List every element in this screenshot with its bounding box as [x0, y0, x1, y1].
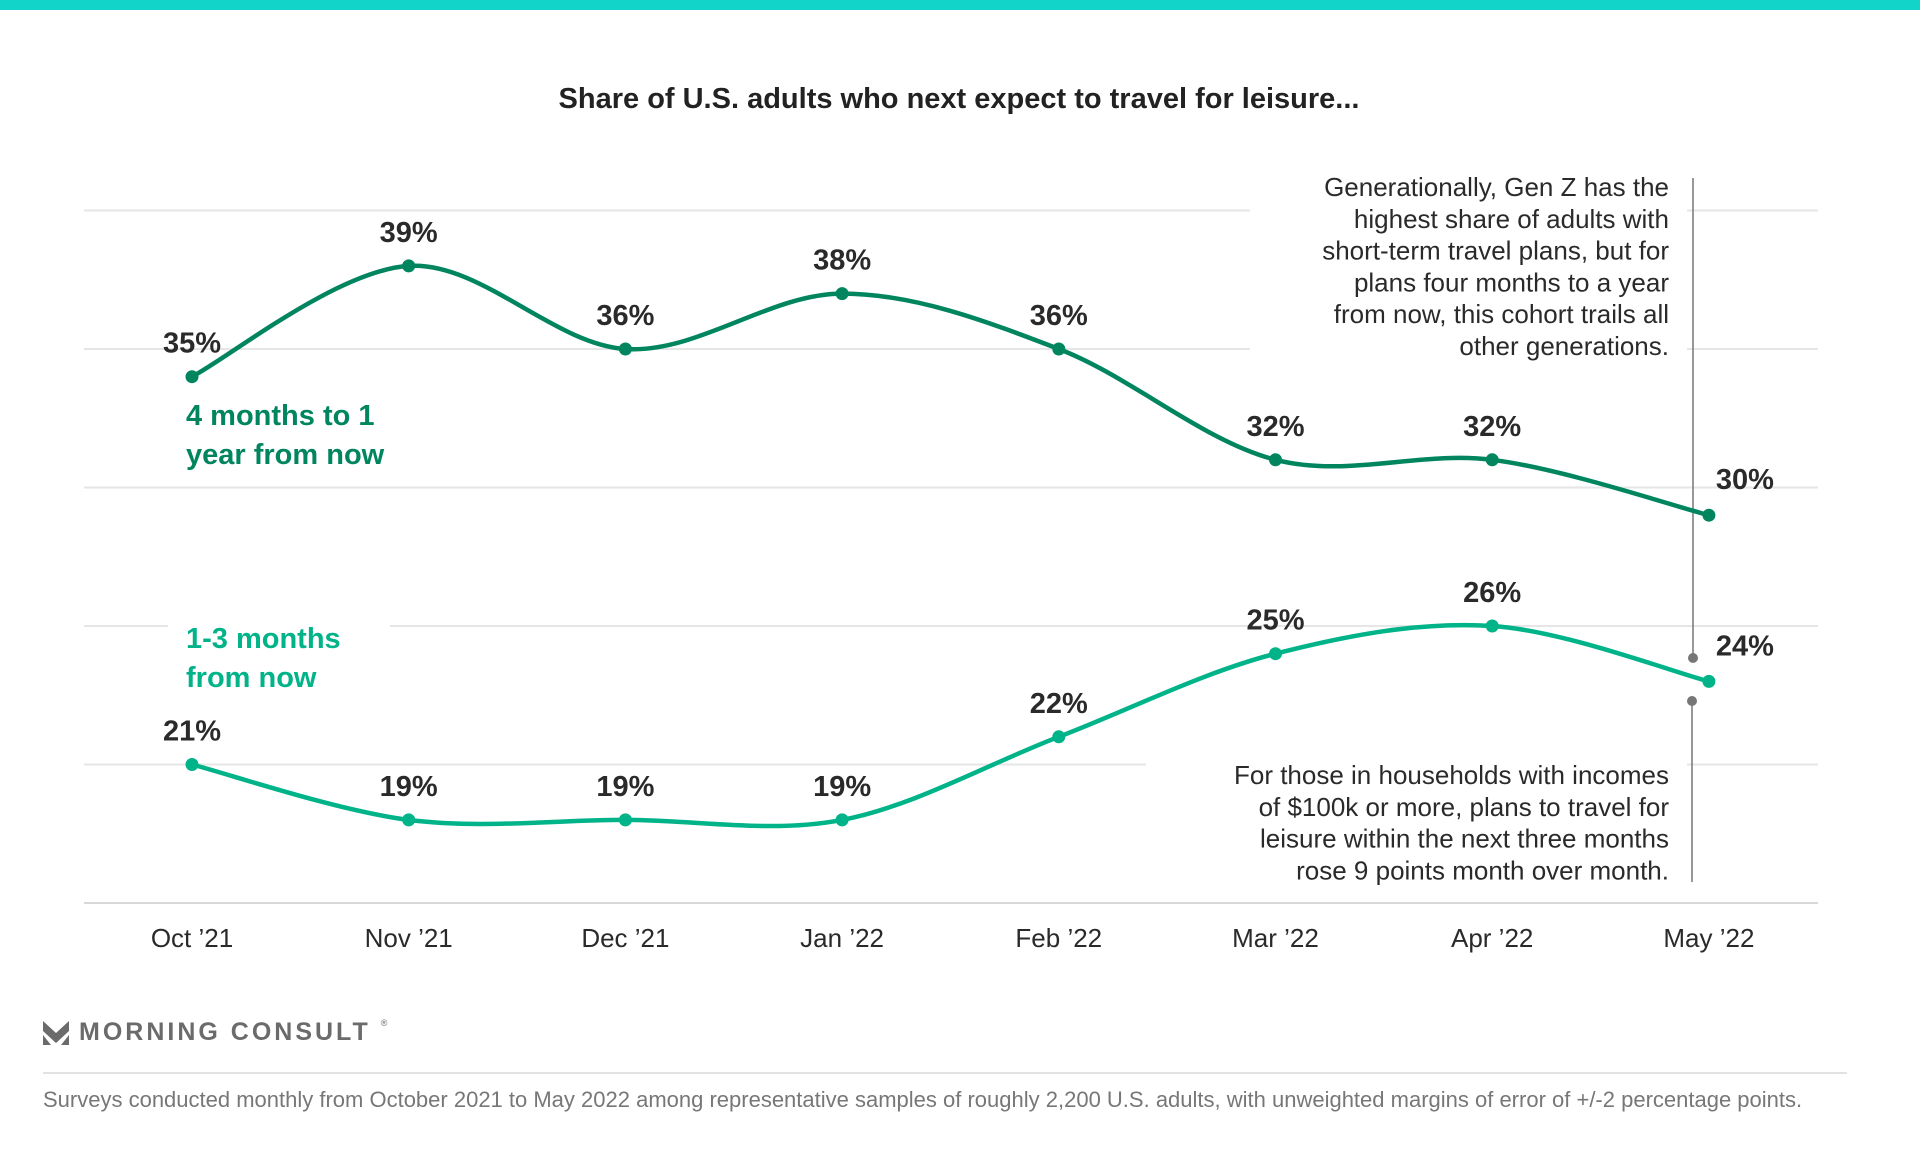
x-tick-label: Oct ’21 — [151, 923, 233, 953]
data-label: 32% — [1246, 411, 1304, 443]
series-line — [190, 263, 1710, 518]
footnote: Surveys conducted monthly from October 2… — [43, 1087, 1803, 1112]
data-point — [1702, 674, 1716, 688]
data-label: 25% — [1246, 605, 1304, 637]
data-point — [1485, 453, 1499, 467]
annotation-text: For those in households with incomes of $… — [1234, 760, 1669, 885]
series-label-line: from now — [186, 662, 317, 694]
line-chart: Share of U.S. adults who next expect to … — [84, 83, 1818, 953]
series-label-line: year from now — [186, 439, 385, 471]
chart-title: Share of U.S. adults who next expect to … — [559, 83, 1360, 115]
data-label: 35% — [163, 328, 221, 360]
data-point — [835, 813, 849, 827]
x-tick-label: Jan ’22 — [800, 923, 884, 953]
x-tick-label: Mar ’22 — [1232, 923, 1319, 953]
data-point — [1702, 508, 1716, 522]
data-point — [835, 287, 849, 301]
annotations: Generationally, Gen Z has the highest sha… — [168, 165, 1698, 885]
series-label-background — [168, 610, 390, 700]
top-accent-bar — [0, 0, 1920, 10]
data-point — [402, 259, 416, 273]
data-point — [1485, 619, 1499, 633]
annotation-line: leisure within the next three months — [1260, 824, 1669, 854]
data-label: 24% — [1716, 630, 1774, 662]
series: 35% 39% 36% 38% 36% 32% 32% 30% 4 months to 1 yea… — [163, 217, 1774, 829]
data-point — [185, 758, 199, 771]
annotation-line: For those in households with incomes — [1234, 760, 1669, 790]
data-label: 32% — [1463, 411, 1521, 443]
annotation-line: plans four months to a year — [1354, 267, 1669, 297]
series-label-line: 1-3 months — [186, 623, 341, 655]
x-tick-label: Nov ’21 — [365, 923, 453, 953]
footer-divider — [43, 1072, 1847, 1074]
data-label: 39% — [380, 217, 438, 249]
data-label: 30% — [1716, 464, 1774, 496]
annotation-line: short-term travel plans, but for — [1322, 236, 1669, 266]
data-label: 21% — [163, 716, 221, 748]
annotation-text: Generationally, Gen Z has the highest sha… — [1322, 172, 1669, 361]
x-tick-label: May ’22 — [1663, 923, 1754, 953]
registered-mark: ® — [380, 1017, 388, 1028]
data-label: 36% — [1030, 300, 1088, 332]
data-label: 19% — [813, 771, 871, 803]
data-point — [618, 813, 632, 827]
data-point — [1052, 342, 1066, 356]
series-label: 4 months to 1 year from now — [186, 400, 385, 471]
data-point — [1052, 730, 1066, 744]
data-label: 26% — [1463, 577, 1521, 609]
annotation-background — [1146, 750, 1687, 885]
data-label: 19% — [380, 771, 438, 803]
data-point — [1269, 453, 1282, 467]
data-point — [402, 813, 416, 827]
annotation-line: from now, this cohort trails all — [1334, 299, 1669, 329]
data-label: 36% — [596, 300, 654, 332]
data-point — [618, 342, 632, 356]
data-label: 19% — [596, 771, 654, 803]
series-line — [191, 622, 1710, 829]
x-axis-ticks: Oct ’21 Nov ’21 Dec ’21 Jan ’22 Feb ’22 Mar ’… — [151, 923, 1755, 953]
data-label: 22% — [1030, 688, 1088, 720]
data-label: 38% — [813, 245, 871, 277]
logo-text: MORNING CONSULT — [79, 1018, 371, 1046]
annotation-leader-dot — [1688, 653, 1698, 663]
x-tick-label: Dec ’21 — [581, 923, 669, 953]
annotation-line: rose 9 points month over month. — [1296, 855, 1669, 885]
x-tick-label: Feb ’22 — [1015, 923, 1102, 953]
series-short-term: 21% 19% 19% 19% 22% 25% 26% 24% 1-3 months from n… — [163, 577, 1774, 829]
logo-mark-icon — [43, 1020, 69, 1045]
data-point — [185, 370, 199, 384]
morning-consult-logo: MORNING CONSULT ® — [43, 1018, 387, 1047]
data-point — [1269, 647, 1282, 661]
annotation-line: of $100k or more, plans to travel for — [1259, 792, 1670, 822]
series-long-term: 35% 39% 36% 38% 36% 32% 32% 30% 4 months to 1 yea… — [163, 217, 1774, 522]
annotation-background — [1250, 165, 1687, 360]
series-label: 1-3 months from now — [186, 623, 341, 694]
annotation-line: other generations. — [1459, 331, 1669, 361]
series-label-line: 4 months to 1 — [186, 400, 375, 432]
annotation-line: highest share of adults with — [1354, 204, 1669, 234]
x-tick-label: Apr ’22 — [1451, 923, 1533, 953]
annotation-line: Generationally, Gen Z has the — [1324, 172, 1669, 202]
